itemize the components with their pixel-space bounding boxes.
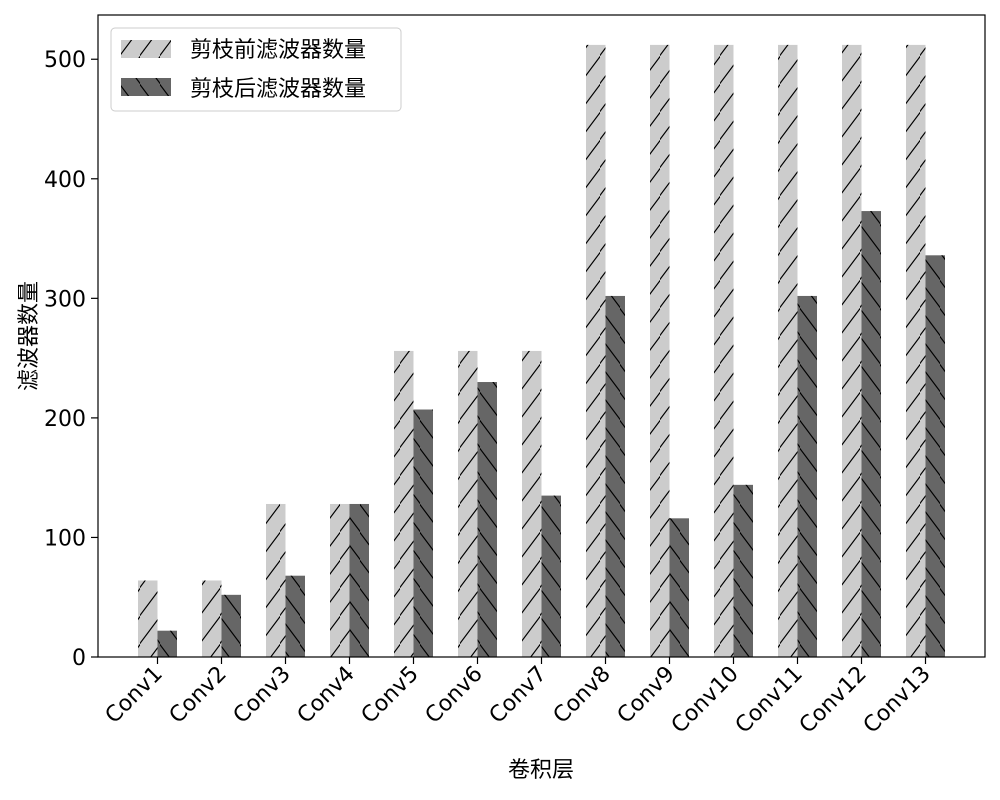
bar-hatch (330, 503, 350, 657)
bar-hatch (541, 495, 561, 657)
legend-label-before: 剪枝前滤波器数量 (190, 38, 366, 63)
x-tick-label: Conv1 (101, 662, 168, 729)
bar-hatch (605, 295, 625, 657)
bar-hatch (906, 44, 926, 658)
bar-hatch (202, 580, 222, 657)
x-tick-label: Conv11 (731, 662, 808, 739)
bar-hatch (797, 295, 817, 657)
x-tick-label: Conv4 (293, 662, 360, 729)
x-tick-label: Conv5 (357, 662, 424, 729)
legend-label-after: 剪枝后滤波器数量 (190, 77, 366, 102)
legend-swatch-before-hatch (121, 40, 171, 58)
bar-hatch (842, 44, 862, 658)
x-tick-label: Conv8 (549, 662, 616, 729)
bar-hatch (778, 44, 798, 658)
bar-hatch (458, 350, 478, 657)
bars-layer (138, 44, 945, 658)
bar-hatch (586, 44, 606, 658)
y-tick-label: 0 (72, 646, 86, 671)
x-tick-label: Conv6 (421, 662, 488, 729)
x-tick-label: Conv10 (667, 662, 744, 739)
y-axis: 0 100 200 300 400 500 (44, 48, 98, 671)
x-tick-label: Conv3 (229, 662, 296, 729)
bar-hatch (157, 630, 177, 657)
x-tick-label: Conv12 (795, 662, 872, 739)
bar-hatch (266, 503, 286, 657)
x-tick-label: Conv2 (165, 662, 232, 729)
bar-hatch (714, 44, 734, 658)
bar-hatch (138, 580, 158, 657)
y-axis-label: 滤波器数量 (17, 281, 42, 391)
x-axis: Conv1Conv2Conv3Conv4Conv5Conv6Conv7Conv8… (101, 657, 936, 738)
bar-hatch (394, 350, 414, 657)
bar-hatch (669, 518, 689, 657)
bar-hatch (733, 484, 753, 657)
x-tick-label: Conv13 (859, 662, 936, 739)
legend-swatch-after-hatch (121, 78, 171, 96)
y-tick-label: 200 (44, 407, 86, 432)
bar-hatch (861, 211, 881, 658)
x-tick-label: Conv7 (485, 662, 552, 729)
y-tick-label: 100 (44, 526, 86, 551)
bar-hatch (413, 409, 433, 657)
bar-hatch (349, 503, 369, 657)
legend: 剪枝前滤波器数量 剪枝后滤波器数量 (110, 27, 402, 112)
legend-frame (110, 27, 402, 112)
bar-hatch (650, 44, 670, 658)
bar-hatch (285, 575, 305, 657)
y-tick-label: 300 (44, 287, 86, 312)
bar-hatch (522, 350, 542, 657)
bar-hatch (925, 255, 945, 657)
bar-hatch (221, 594, 241, 657)
bar-hatch (477, 382, 497, 657)
y-tick-label: 400 (44, 168, 86, 193)
y-tick-label: 500 (44, 48, 86, 73)
x-axis-label: 卷积层 (508, 758, 574, 783)
